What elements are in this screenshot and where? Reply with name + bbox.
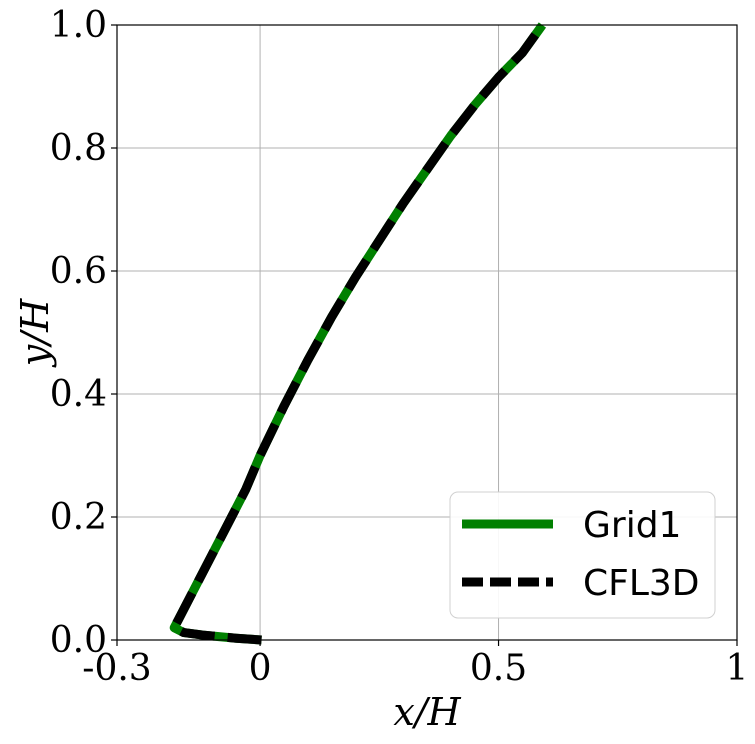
x-tick-label: 0.5 <box>470 648 527 689</box>
x-tick-label: 0 <box>249 648 272 689</box>
x-tick-label: -0.3 <box>82 648 151 689</box>
y-tick-label: 0.4 <box>50 374 107 415</box>
series-line-cfl3d <box>169 22 547 645</box>
legend: Grid1 CFL3D <box>449 491 716 619</box>
legend-label: CFL3D <box>583 563 700 604</box>
y-tick-label: 1.0 <box>50 5 107 46</box>
x-axis-label: x/H <box>393 690 461 734</box>
x-tick-label: 1 <box>726 648 749 689</box>
plot-frame <box>116 24 738 641</box>
series-lines <box>169 22 547 645</box>
y-tick-label: 0.6 <box>50 251 107 292</box>
y-axis-label: y/H <box>13 298 57 368</box>
legend-label: Grid1 <box>583 505 681 546</box>
y-tick-label: 0.0 <box>50 620 107 661</box>
y-tick-label: 0.8 <box>50 128 107 169</box>
axis-ticks: -0.3 0 0.5 1 0.0 0.2 0.4 0.6 0.8 1.0 <box>50 5 749 689</box>
y-tick-label: 0.2 <box>50 497 107 538</box>
